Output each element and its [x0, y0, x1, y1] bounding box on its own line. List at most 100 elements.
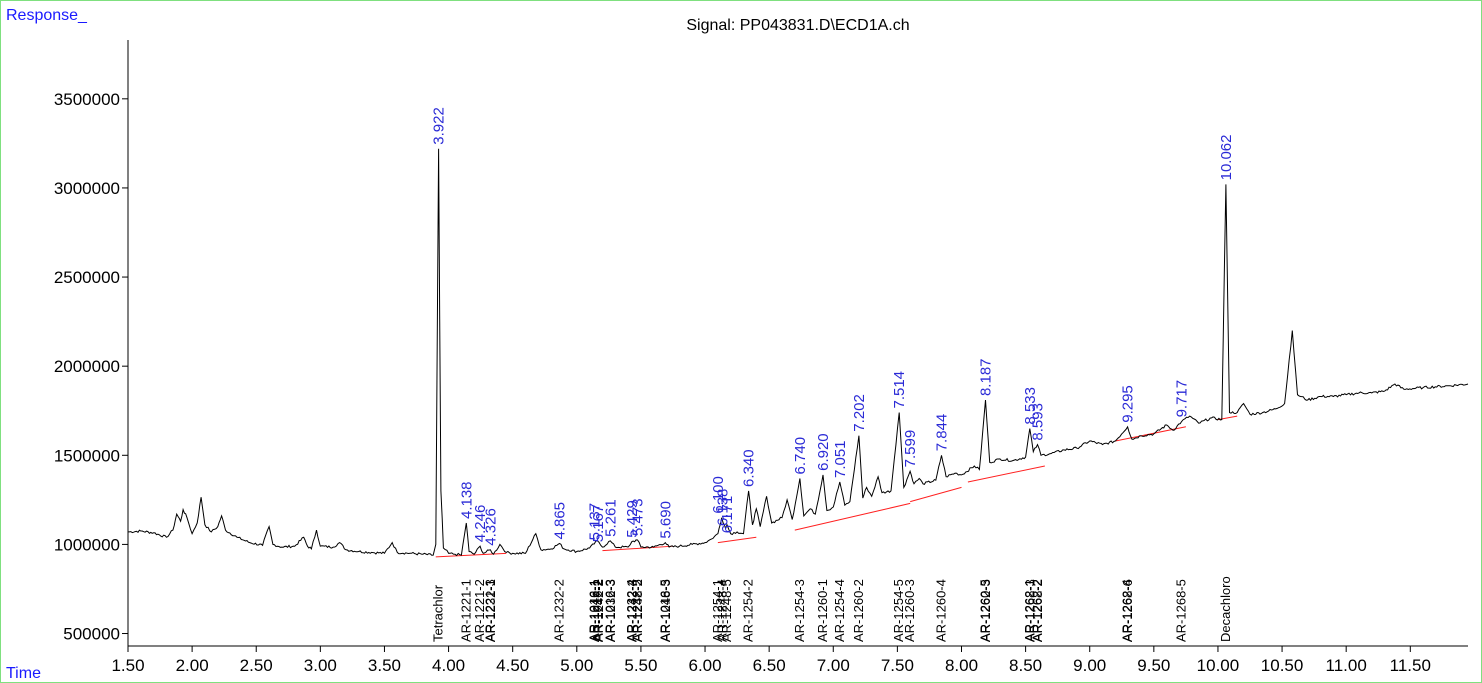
compound-label: AR-1268-6: [1120, 579, 1135, 642]
compound-label: AR-1248-4: [715, 579, 730, 642]
chart-title: Signal: PP043831.D\ECD1A.ch: [686, 17, 909, 34]
peak-label: 7.202: [851, 394, 868, 432]
compound-label: AR-1254-1: [710, 579, 725, 642]
x-tick-label: 6.00: [688, 656, 721, 675]
compound-label: AR-1248-5: [719, 579, 734, 642]
compound-label: AR-1268-5: [1174, 579, 1189, 642]
compound-label: AR-1262-1: [1022, 579, 1037, 642]
y-tick-label: 500000: [63, 625, 120, 644]
compound-label: AR-1260-1: [815, 579, 830, 642]
peak-label: 6.171: [719, 496, 736, 534]
peak-label: 5.137: [586, 503, 603, 541]
compound-label: AR-1232-2: [551, 579, 566, 642]
peak-label: 7.599: [902, 430, 919, 468]
compound-label: AR-1262-3: [978, 579, 993, 642]
compound-label: AR-1260-2: [851, 579, 866, 642]
peak-label: 5.690: [657, 501, 674, 539]
peak-label: 10.062: [1218, 134, 1235, 180]
x-tick-label: 8.00: [945, 656, 978, 675]
peak-label: 8.593: [1030, 403, 1047, 441]
x-tick-label: 3.00: [304, 656, 337, 675]
baseline-segment: [1115, 426, 1186, 442]
peak-label: 6.920: [815, 433, 832, 471]
compound-label: AR-1260-4: [933, 579, 948, 642]
integration-baselines: [435, 415, 1238, 558]
y-axis-label: Response_: [6, 7, 88, 24]
x-tick-label: 11.00: [1326, 656, 1367, 675]
y-tick-label: 2500000: [54, 268, 120, 287]
x-ticks: 1.50 2.00 2.50 3.00 3.50 4.00 4.50 5.00 5.50 6.00…: [111, 646, 1431, 675]
peak-label: 5.167: [590, 505, 607, 543]
x-tick-label: 2.50: [240, 656, 273, 675]
compound-label: AR-1260-5: [977, 579, 992, 642]
x-tick-label: 9.00: [1073, 656, 1106, 675]
compound-label: AR-1242-3: [624, 579, 639, 642]
compound-label: AR-1254-2: [741, 579, 756, 642]
x-tick-label: 10.50: [1261, 656, 1304, 675]
x-tick-label: 5.00: [560, 656, 593, 675]
peak-label: 5.473: [629, 498, 646, 536]
x-tick-label: 6.50: [753, 656, 786, 675]
x-tick-label: 4.50: [496, 656, 529, 675]
compound-label: AR-1221-2: [472, 579, 487, 642]
peak-label: 7.514: [891, 371, 908, 409]
baseline-segment: [717, 536, 757, 544]
peak-label: 5.429: [624, 500, 641, 538]
y-tick-label: 3500000: [54, 90, 120, 109]
compound-label: AR-1016-5: [657, 579, 672, 642]
peak-label: 5.261: [602, 499, 619, 537]
compound-label: AR-1242-1: [587, 579, 602, 642]
baseline-segment: [794, 502, 911, 531]
baseline-segment: [435, 552, 507, 558]
baseline-segment: [602, 545, 674, 552]
compound-label: AR-1232-4: [624, 579, 639, 642]
compound-label: AR-1268-3: [1022, 579, 1037, 642]
peak-label: 7.844: [933, 414, 950, 452]
compound-label: AR-1242-2: [591, 579, 606, 642]
x-tick-label: 4.00: [432, 656, 465, 675]
baseline-segment: [1217, 415, 1238, 421]
peak-label: 4.246: [472, 505, 489, 543]
peak-label: 4.326: [482, 508, 499, 546]
y-tick-label: 3000000: [54, 179, 120, 198]
x-tick-label: 7.00: [817, 656, 850, 675]
peak-label: 9.717: [1174, 380, 1191, 418]
y-tick-label: 2000000: [54, 357, 120, 376]
compound-label: AR-1248-2: [630, 579, 645, 642]
x-tick-label: 8.50: [1009, 656, 1042, 675]
baseline-segment: [967, 465, 1045, 483]
compound-label: AR-1016-1: [586, 579, 601, 642]
x-axis-label: Time: [6, 665, 41, 682]
y-tick-label: 1000000: [54, 535, 120, 554]
compound-label: AR-1262-2: [1030, 579, 1045, 642]
compound-label: AR-1221-1: [458, 579, 473, 642]
compound-label: AR-1248-3: [658, 579, 673, 642]
x-tick-label: 3.50: [368, 656, 401, 675]
peak-label: 6.100: [710, 476, 727, 514]
compound-label: AR-1016-3: [602, 579, 617, 642]
x-tick-label: 11.50: [1390, 656, 1431, 675]
compound-label: AR-1254-5: [891, 579, 906, 642]
compound-label: AR-1232-5: [629, 579, 644, 642]
x-tick-label: 10.00: [1197, 656, 1240, 675]
y-tick-label: 1500000: [54, 446, 120, 465]
signal-line: [128, 148, 1469, 557]
peak-label: 6.138: [715, 489, 732, 527]
signal-trace: [128, 148, 1469, 557]
compound-label: AR-1260-3: [902, 579, 917, 642]
x-tick-label: 5.50: [624, 656, 657, 675]
peak-label: 9.295: [1120, 385, 1137, 423]
peak-label: 6.340: [741, 449, 758, 487]
x-tick-label: 1.50: [111, 656, 144, 675]
compound-label: AR-1254-4: [832, 579, 847, 642]
peak-label: 7.051: [832, 440, 849, 478]
x-tick-label: 9.50: [1137, 656, 1170, 675]
compound-label: AR-1254-3: [792, 579, 807, 642]
peak-label: 6.740: [792, 437, 809, 475]
compound-label: AR-1232-3: [603, 579, 618, 642]
peak-label: 8.187: [977, 358, 994, 396]
compound-label: AR-1232-1: [483, 579, 498, 642]
compound-label: Tetrachlor: [431, 584, 446, 642]
